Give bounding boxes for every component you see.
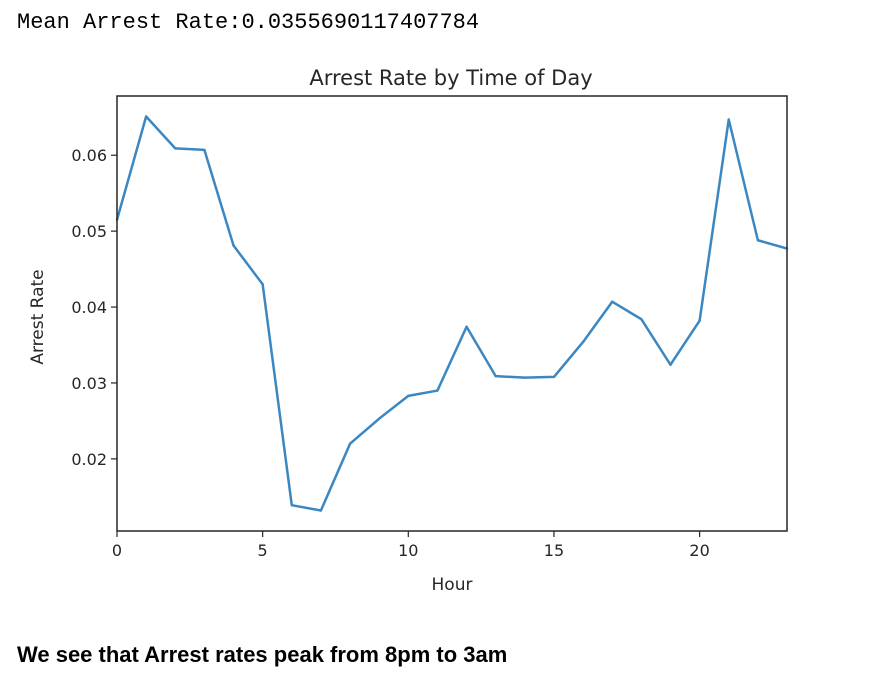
x-tick-label: 10 [398, 541, 418, 560]
mean-arrest-rate-label: Mean Arrest Rate: [17, 10, 242, 35]
series-line [115, 115, 788, 512]
data-point [465, 325, 468, 328]
plot-frame [116, 95, 788, 532]
data-point [290, 503, 293, 507]
data-point [203, 148, 206, 152]
data-point [756, 239, 760, 242]
data-point [698, 319, 701, 322]
x-tick-label: 15 [544, 541, 564, 560]
x-tick-label: 5 [258, 541, 268, 560]
conclusion-text: We see that Arrest rates peak from 8pm t… [17, 642, 508, 667]
data-point [669, 363, 672, 366]
y-axis-label: Arrest Rate [28, 269, 48, 364]
data-point [377, 417, 381, 420]
data-point [174, 147, 177, 150]
arrest-rate-chart: Arrest Rate by Time of Day 0.02 0.03 0.04 0… [0, 55, 878, 615]
y-tick-label: 0.05 [71, 222, 107, 241]
chart-title: Arrest Rate by Time of Day [309, 66, 592, 90]
data-point [261, 283, 264, 286]
data-point [348, 442, 352, 445]
data-point [727, 118, 730, 121]
x-axis-ticks: 0 5 10 15 20 [112, 531, 710, 560]
data-point [319, 509, 323, 512]
data-point [436, 389, 439, 392]
data-point [581, 340, 585, 344]
data-point [611, 300, 614, 303]
x-axis-label: Hour [432, 575, 473, 595]
data-point [640, 317, 643, 321]
y-tick-label: 0.02 [71, 450, 107, 469]
series-layer [115, 115, 789, 512]
data-point [552, 375, 556, 379]
data-point [494, 374, 497, 378]
mean-arrest-rate-output: Mean Arrest Rate:0.0355690117407784 [17, 10, 479, 35]
x-tick-label: 20 [689, 541, 709, 560]
data-point [407, 394, 410, 398]
line-chart-svg: Arrest Rate by Time of Day 0.020.030.040… [28, 66, 789, 595]
y-tick-label: 0.06 [71, 146, 107, 165]
data-point [144, 115, 148, 118]
y-axis-ticks: 0.02 0.03 0.04 0.05 0.06 [71, 146, 117, 469]
mean-arrest-rate-value: 0.0355690117407784 [241, 10, 480, 35]
y-tick-label: 0.04 [71, 298, 107, 317]
y-tick-label: 0.03 [71, 374, 107, 393]
data-point [523, 376, 527, 379]
data-point [232, 244, 235, 247]
x-tick-label: 0 [112, 541, 122, 560]
